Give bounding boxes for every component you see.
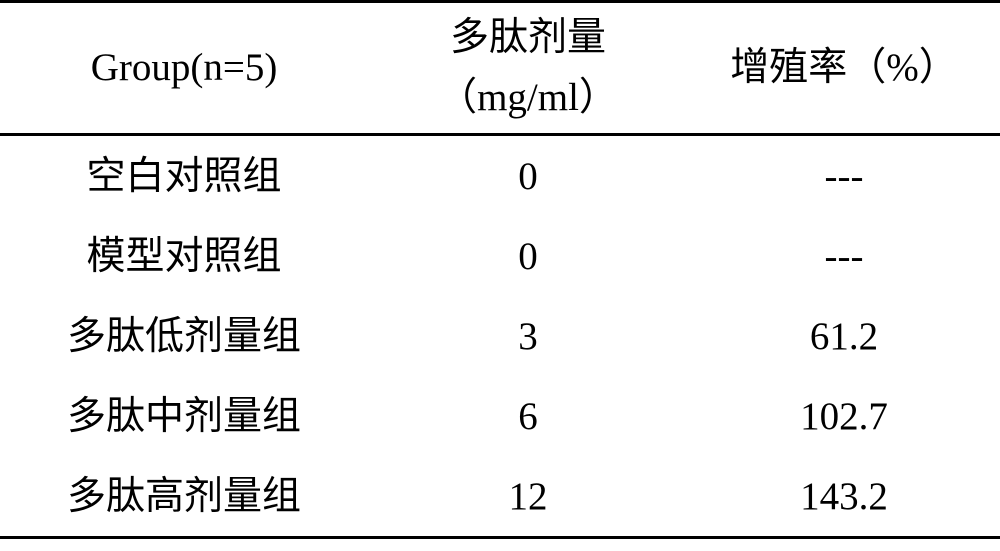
cell-dose: 12	[368, 456, 688, 538]
cell-dose: 6	[368, 376, 688, 456]
cell-group: 多肽高剂量组	[0, 456, 368, 538]
col-header-rate: 增殖率（%）	[688, 2, 1000, 135]
cell-rate: 102.7	[688, 376, 1000, 456]
col-header-dose: 多肽剂量 （mg/ml）	[368, 2, 688, 135]
table-row: 多肽低剂量组 3 61.2	[0, 296, 1000, 376]
table-header-row: Group(n=5) 多肽剂量 （mg/ml） 增殖率（%）	[0, 2, 1000, 135]
cell-rate: 143.2	[688, 456, 1000, 538]
col-header-group-label: Group(n=5)	[91, 46, 278, 89]
cell-dose: 0	[368, 135, 688, 217]
cell-group: 多肽中剂量组	[0, 376, 368, 456]
col-header-rate-label: 增殖率（%）	[730, 46, 958, 89]
col-header-dose-line1: 多肽剂量	[450, 16, 606, 59]
table-row: 模型对照组 0 ---	[0, 216, 1000, 296]
cell-group: 多肽低剂量组	[0, 296, 368, 376]
cell-rate: 61.2	[688, 296, 1000, 376]
cell-group: 模型对照组	[0, 216, 368, 296]
cell-dose: 0	[368, 216, 688, 296]
col-header-dose-line2: （mg/ml）	[438, 76, 618, 119]
cell-dose: 3	[368, 296, 688, 376]
table-row: 空白对照组 0 ---	[0, 135, 1000, 217]
cell-rate: ---	[688, 216, 1000, 296]
data-table: Group(n=5) 多肽剂量 （mg/ml） 增殖率（%） 空白对照组 0 -…	[0, 0, 1000, 539]
table-row: 多肽中剂量组 6 102.7	[0, 376, 1000, 456]
cell-rate: ---	[688, 135, 1000, 217]
table-row: 多肽高剂量组 12 143.2	[0, 456, 1000, 538]
col-header-group: Group(n=5)	[0, 2, 368, 135]
cell-group: 空白对照组	[0, 135, 368, 217]
